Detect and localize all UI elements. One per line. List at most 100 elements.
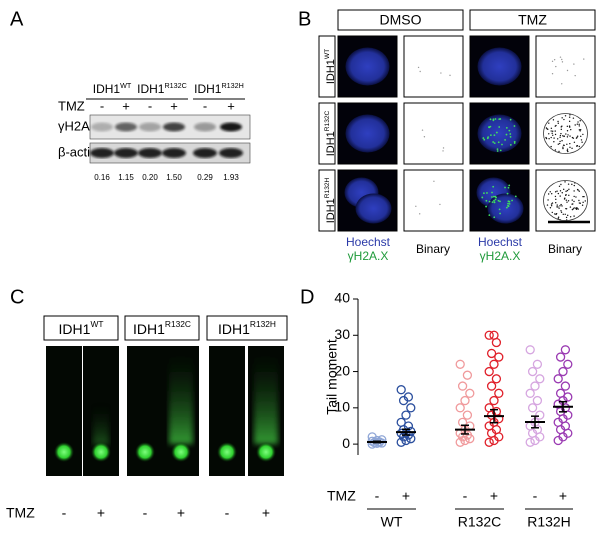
- binary-dot: [558, 142, 561, 145]
- binary-dot: [561, 61, 564, 63]
- panel-letter: D: [300, 286, 314, 308]
- band: [138, 148, 162, 158]
- binary-dot: [548, 133, 550, 135]
- binary-dot: [555, 124, 557, 127]
- binary-dot: [567, 134, 569, 136]
- data-point: [489, 359, 499, 369]
- binary-dot: [559, 136, 561, 138]
- binary-dot: [577, 208, 579, 210]
- binary-dot: [557, 122, 559, 124]
- foci: [485, 199, 488, 202]
- treatment: -: [100, 98, 104, 113]
- data-point: [367, 432, 377, 442]
- data-point: [563, 359, 573, 369]
- foci: [495, 196, 498, 199]
- x-row-label: TMZ: [327, 488, 356, 504]
- quantification: 0.20: [142, 173, 158, 182]
- band: [90, 148, 114, 158]
- binary-dot: [583, 58, 585, 60]
- binary-dot: [565, 216, 568, 219]
- x-tick-label: +: [490, 488, 498, 504]
- binary-dot: [557, 192, 560, 195]
- binary-dot: [566, 143, 568, 145]
- binary-dot: [554, 149, 557, 151]
- binary-dot: [580, 139, 583, 141]
- binary-dot: [559, 205, 561, 207]
- foci: [508, 184, 511, 187]
- header-box: [337, 9, 464, 31]
- comet-head: [135, 442, 155, 462]
- foci: [496, 150, 499, 152]
- binary-dot: [551, 193, 553, 195]
- binary-dot: [559, 190, 562, 192]
- comet-head: [171, 442, 191, 462]
- binary-dot: [583, 195, 585, 198]
- binary-dot: [564, 115, 567, 117]
- foci: [491, 191, 493, 194]
- binary-dot: [421, 129, 424, 131]
- binary-dot: [574, 124, 576, 126]
- foci: [496, 148, 499, 151]
- foci: [481, 196, 484, 199]
- binary-dot: [582, 201, 584, 204]
- binary-dot: [560, 128, 563, 131]
- band: [163, 122, 185, 132]
- foci: [483, 192, 485, 195]
- band: [219, 148, 243, 158]
- binary-dot: [566, 201, 568, 203]
- y-tick-label: 0: [342, 435, 350, 451]
- foci: [498, 118, 501, 120]
- data-point: [484, 330, 494, 340]
- comet-head: [217, 442, 237, 462]
- binary-dot: [551, 73, 554, 75]
- outline: [543, 113, 588, 154]
- stain-label: γH2A.X: [348, 249, 389, 263]
- foci: [492, 195, 495, 198]
- binary-dot: [557, 143, 560, 145]
- label: IDH1R132C: [137, 81, 187, 96]
- data-point: [555, 352, 566, 362]
- label-base: IDH1: [59, 321, 91, 337]
- binary-dot: [573, 200, 575, 203]
- quantification: 0.16: [94, 173, 110, 182]
- binary-dot: [562, 213, 564, 215]
- data-point: [484, 403, 494, 413]
- nucleus: [355, 193, 392, 224]
- binary-dot: [578, 145, 581, 148]
- binary-dot: [578, 123, 580, 126]
- binary-dot: [567, 183, 570, 185]
- binary-dot: [565, 199, 568, 201]
- binary-dot: [569, 114, 571, 116]
- binary-dot: [554, 195, 557, 198]
- foci: [509, 118, 512, 121]
- binary-dot: [573, 184, 575, 187]
- binary-dot: [573, 63, 575, 65]
- binary-dot: [566, 69, 569, 72]
- label: IDH1R132H: [324, 177, 337, 223]
- data-point: [396, 417, 406, 427]
- binary-dot: [552, 119, 555, 121]
- binary-dot: [558, 150, 560, 153]
- label-sup: R132H: [250, 319, 276, 329]
- stain-label: Hoechst: [478, 235, 523, 249]
- binary-dot: [552, 134, 554, 136]
- data-point: [403, 392, 414, 402]
- nucleus: [345, 47, 390, 86]
- header-box: [469, 9, 596, 31]
- binary-dot: [557, 217, 559, 219]
- binary-dot: [555, 65, 557, 68]
- data-point: [560, 345, 571, 355]
- treatment: +: [262, 505, 270, 521]
- binary-dot: [561, 192, 563, 194]
- binary-dot: [573, 207, 575, 209]
- foci: [494, 118, 497, 120]
- binary-dot: [553, 141, 555, 143]
- treatment: -: [148, 98, 152, 113]
- binary-dot: [574, 74, 576, 77]
- foci: [493, 134, 496, 137]
- foci: [487, 136, 490, 139]
- binary-dot: [579, 129, 582, 131]
- binary-dot: [559, 195, 561, 197]
- foci: [507, 205, 510, 208]
- band: [139, 122, 161, 132]
